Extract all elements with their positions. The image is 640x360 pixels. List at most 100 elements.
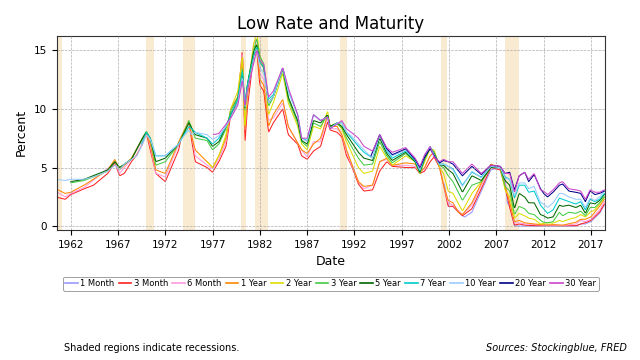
7 Year [600,191,608,195]
3 Month [516,222,524,226]
10 Year [346,132,353,137]
Line: 2 Year: 2 Year [207,33,604,224]
5 Year [253,43,260,47]
Bar [182,36,195,230]
5 Year [100,170,108,174]
1 Month [451,205,458,210]
Bar [146,36,154,230]
2 Year [253,31,260,35]
5 Year [600,193,608,197]
10 Year [29,182,36,186]
30 Year [209,132,217,137]
7 Year [544,211,552,216]
Bar [340,36,347,230]
7 Year [433,157,441,162]
6 Month [600,199,608,204]
5 Year [392,157,399,161]
5 Year [408,156,415,160]
3 Month [600,202,608,206]
10 Year [516,181,524,185]
1 Month [562,224,570,228]
5 Year [527,201,534,205]
30 Year [437,159,445,163]
3 Year [392,159,399,163]
Bar [241,36,246,230]
3 Month [454,210,461,214]
Line: 3 Year: 3 Year [70,40,604,223]
Bar [441,36,447,230]
3 Year [544,221,552,225]
1 Year [252,43,260,47]
20 Year [582,199,589,204]
20 Year [600,189,608,193]
7 Year [419,159,427,164]
6 Month [38,191,45,195]
20 Year [367,154,375,158]
3 Month [559,224,567,228]
2 Year [457,206,465,210]
Legend: 1 Month, 3 Month, 6 Month, 1 Year, 2 Year, 3 Year, 5 Year, 7 Year, 10 Year, 20 Y: 1 Month, 3 Month, 6 Month, 1 Year, 2 Yea… [63,277,598,291]
Line: 6 Month: 6 Month [42,39,604,225]
Line: 30 Year: 30 Year [213,51,604,199]
2 Year [547,221,554,225]
20 Year [509,182,516,186]
3 Year [100,171,108,175]
2 Year [505,193,513,198]
3 Year [600,195,608,199]
Text: Shaded regions indicate recessions.: Shaded regions indicate recessions. [64,343,239,353]
1 Month [538,224,546,228]
1 Year [399,161,406,166]
6 Month [523,222,531,226]
20 Year [516,173,524,177]
Line: 20 Year: 20 Year [371,135,604,202]
20 Year [568,189,576,194]
7 Year [138,142,145,146]
7 Year [166,149,174,154]
3 Month [253,48,260,53]
7 Year [253,45,260,49]
30 Year [234,104,241,108]
1 Month [543,224,550,228]
3 Month [29,197,36,202]
7 Year [537,203,545,207]
1 Year [77,185,85,189]
Line: 3 Month: 3 Month [0,50,604,226]
1 Year [559,223,566,227]
2 Year [600,195,608,199]
3 Year [527,212,534,216]
10 Year [454,176,461,180]
6 Month [465,206,473,210]
6 Month [397,163,404,167]
3 Month [362,189,369,193]
2 Year [204,159,211,164]
2 Year [228,105,236,109]
Y-axis label: Percent: Percent [15,109,28,157]
2 Year [435,161,442,166]
20 Year [545,194,552,198]
10 Year [253,48,260,53]
10 Year [380,142,388,146]
30 Year [600,188,608,192]
X-axis label: Date: Date [316,255,346,268]
1 Year [367,183,375,188]
Line: 10 Year: 10 Year [0,50,604,207]
5 Year [378,139,385,144]
1 Year [44,177,51,181]
1 Year [467,203,474,207]
Bar [255,36,268,230]
20 Year [382,144,390,149]
3 Year [408,156,415,161]
20 Year [376,133,383,137]
30 Year [447,159,455,164]
30 Year [581,197,589,201]
30 Year [253,49,260,53]
30 Year [459,171,467,175]
2 Year [445,189,452,193]
5 Year [67,180,74,184]
3 Month [380,163,388,168]
5 Year [544,216,552,220]
Bar [505,36,519,230]
1 Year [600,197,608,202]
1 Month [521,224,529,228]
20 Year [503,171,511,175]
